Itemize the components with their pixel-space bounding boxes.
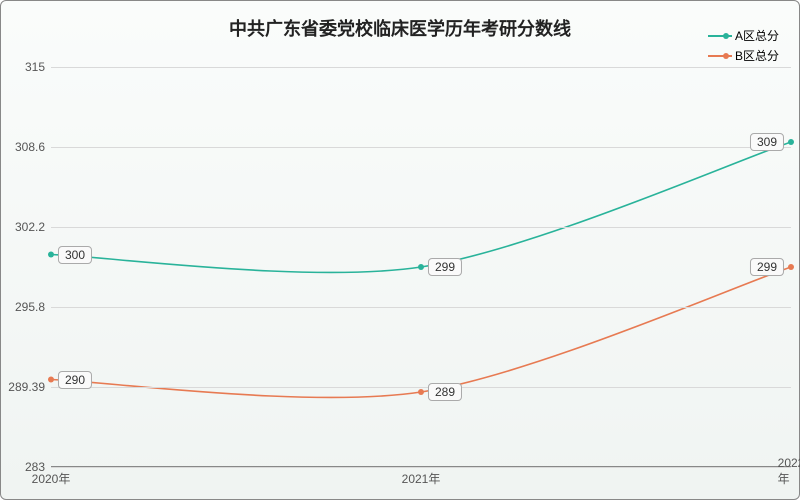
legend-label-b: B区总分 <box>735 47 779 64</box>
gridline <box>51 147 791 148</box>
point-label: 289 <box>428 383 462 401</box>
y-tick-label: 289.39 <box>5 380 45 394</box>
data-point <box>48 377 54 383</box>
gridline <box>51 387 791 388</box>
data-point <box>48 252 54 258</box>
data-point <box>788 264 794 270</box>
data-point <box>418 264 424 270</box>
gridline <box>51 307 791 308</box>
point-label: 300 <box>58 246 92 264</box>
legend-item-a: A区总分 <box>708 27 779 44</box>
legend-label-a: A区总分 <box>735 27 779 44</box>
legend-dot-a <box>723 33 729 39</box>
legend-dot-b <box>723 53 729 59</box>
x-tick-label: 2021年 <box>402 470 441 487</box>
point-label: 309 <box>750 133 784 151</box>
point-label: 290 <box>58 371 92 389</box>
series-line <box>51 267 791 397</box>
gridline <box>51 227 791 228</box>
chart-container: 中共广东省委党校临床医学历年考研分数线 A区总分 B区总分 283289.392… <box>0 0 800 500</box>
y-tick-label: 302.2 <box>5 220 45 234</box>
x-tick-label: 2020年 <box>32 470 71 487</box>
legend-item-b: B区总分 <box>708 47 779 64</box>
gridline <box>51 467 791 468</box>
data-point <box>418 389 424 395</box>
y-tick-label: 308.6 <box>5 140 45 154</box>
data-point <box>788 139 794 145</box>
y-tick-label: 315 <box>5 60 45 74</box>
x-tick-label: 2022年 <box>778 456 800 487</box>
legend: A区总分 B区总分 <box>708 27 779 67</box>
line-svg <box>51 67 791 467</box>
gridline <box>51 67 791 68</box>
point-label: 299 <box>428 258 462 276</box>
chart-title: 中共广东省委党校临床医学历年考研分数线 <box>1 15 799 41</box>
plot-area: 283289.39295.8302.2308.63152020年2021年202… <box>51 67 791 467</box>
y-tick-label: 295.8 <box>5 300 45 314</box>
series-line <box>51 142 791 272</box>
point-label: 299 <box>750 258 784 276</box>
